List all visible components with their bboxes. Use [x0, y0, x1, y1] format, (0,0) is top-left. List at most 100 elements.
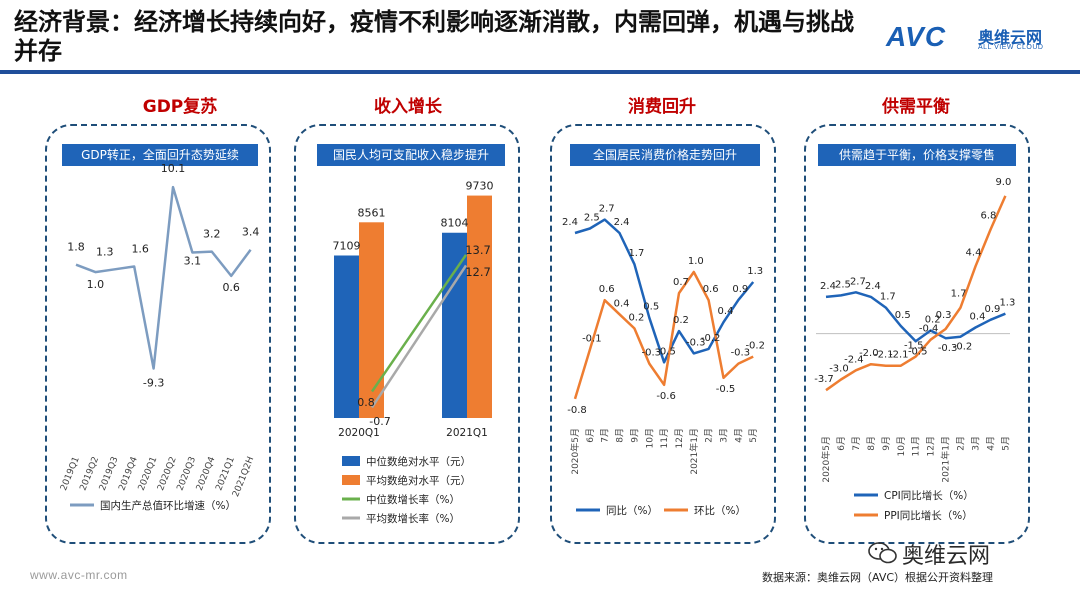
- supply-cpi-label: 2.4: [865, 281, 881, 292]
- consumption-yoy-label: 2.5: [584, 213, 600, 224]
- supply-x-tick: 6月: [836, 436, 847, 451]
- panel-consumption: [550, 124, 776, 544]
- supply-cpi-label: 2.7: [850, 276, 866, 287]
- income-x-tick: 2021Q1: [446, 427, 488, 439]
- income-bar-label: 7109: [333, 239, 361, 252]
- data-source: 数据来源：奥维云网（AVC）根据公开资料整理: [762, 571, 994, 584]
- consumption-mom-label: -0.8: [567, 405, 587, 416]
- consumption-mom-label: 0.4: [614, 298, 630, 309]
- consumption-mom-label: -0.5: [716, 384, 736, 395]
- brand-logo: AVC 奥维云网 ALL VIEW CLOUD: [886, 22, 1066, 56]
- supply-x-tick: 8月: [866, 436, 877, 451]
- gdp-value-label: 3.4: [242, 226, 260, 239]
- consumption-yoy-label: 0.2: [673, 315, 689, 326]
- income-rate-label: -0.7: [369, 415, 390, 428]
- income-bar-label: 8561: [358, 206, 386, 219]
- consumption-yoy-label: 0.4: [718, 306, 734, 317]
- supply-x-tick: 9月: [881, 436, 892, 451]
- supply-x-tick: 4月: [985, 436, 996, 451]
- supply-x-tick: 10月: [896, 436, 907, 456]
- supply-cpi-label: 2.4: [820, 281, 836, 292]
- consumption-yoy-label: -0.5: [656, 346, 676, 357]
- panel-label-consumption: 全国居民消费价格走势回升: [570, 144, 760, 166]
- supply-legend-ppi-label: PPI同比增长（%）: [884, 509, 973, 522]
- income-legend-label: 中位数增长率（%）: [366, 493, 460, 506]
- consumption-x-tick: 3月: [719, 428, 730, 443]
- panel-income: [294, 124, 520, 544]
- consumption-mom-label: -0.3: [731, 348, 751, 359]
- supply-ppi-label: -2.1: [889, 350, 909, 361]
- supply-ppi-label: 9.0: [995, 177, 1011, 188]
- income-legend-label: 中位数绝对水平（元）: [366, 455, 471, 468]
- supply-ppi-label: -3.0: [829, 364, 849, 375]
- consumption-mom-label: 0.6: [703, 284, 719, 295]
- supply-x-tick: 12月: [926, 436, 937, 456]
- consumption-mom-label: -0.1: [582, 334, 602, 345]
- consumption-x-tick: 12月: [674, 428, 685, 448]
- income-bar-label: 8104: [441, 217, 469, 230]
- panel-label-supply: 供需趋于平衡，价格支撑零售: [818, 144, 1016, 166]
- supply-cpi-label: 1.3: [999, 298, 1015, 309]
- income-rate-line: [370, 264, 468, 409]
- consumption-mom-line: [573, 270, 754, 400]
- logo-en-name: ALL VIEW CLOUD: [978, 44, 1044, 51]
- supply-cpi-label: 0.9: [984, 304, 1000, 315]
- supply-ppi-label: 6.8: [980, 211, 996, 222]
- wechat-icon: [868, 542, 897, 564]
- consumption-x-tick: 2月: [704, 428, 715, 443]
- supply-ppi-line: [825, 195, 1007, 392]
- income-legend-swatch: [342, 456, 360, 466]
- consumption-mom-label: -0.6: [656, 391, 676, 402]
- consumption-mom-label: -0.3: [641, 348, 661, 359]
- panel-supply: [804, 124, 1030, 544]
- page-title: 经济背景：经济增长持续向好，疫情不利影响逐渐消散，内需回弹，机遇与挑战并存: [14, 8, 854, 65]
- supply-cpi-label: 0.2: [925, 315, 941, 326]
- supply-ppi-label: -2.1: [874, 350, 894, 361]
- supply-cpi-label: 1.7: [880, 292, 896, 303]
- consumption-x-tick: 6月: [585, 428, 596, 443]
- consumption-mom-label: -0.2: [745, 341, 765, 352]
- consumption-yoy-label: -0.2: [701, 333, 721, 344]
- supply-cpi-line: [825, 291, 1006, 343]
- income-bar-average: [359, 222, 384, 418]
- income-legend-swatch: [342, 475, 360, 485]
- consumption-x-tick: 2020年5月: [569, 428, 581, 475]
- income-bar-average: [467, 195, 492, 418]
- supply-ppi-label: -2.4: [844, 354, 864, 365]
- consumption-yoy-label: 2.4: [562, 217, 578, 228]
- gdp-value-label: 3.2: [203, 228, 221, 241]
- income-rate-label: 13.7: [465, 243, 491, 257]
- consumption-yoy-label: 1.7: [628, 248, 644, 259]
- panel-label-gdp: GDP转正，全面回升态势延续: [62, 144, 258, 166]
- section-heading-income: 收入增长: [374, 97, 442, 117]
- consumption-legend-yoy-label: 同比（%）: [606, 504, 658, 517]
- consumption-yoy-label: 0.9: [732, 284, 748, 295]
- supply-x-tick: 3月: [971, 436, 982, 451]
- panel-gdp: [45, 124, 271, 544]
- consumption-legend-mom-label: 环比（%）: [694, 504, 746, 517]
- consumption-x-tick: 5月: [748, 428, 759, 443]
- supply-ppi-label: -1.5: [904, 341, 924, 352]
- consumption-x-tick: 4月: [733, 428, 744, 443]
- supply-x-tick: 2021年1月: [940, 436, 952, 483]
- supply-legend-cpi-label: CPI同比增长（%）: [884, 489, 974, 502]
- consumption-mom-label: 0.2: [628, 312, 644, 323]
- supply-ppi-label: 1.7: [951, 289, 967, 300]
- consumption-x-tick: 9月: [629, 428, 640, 443]
- consumption-mom-label: 0.6: [599, 284, 615, 295]
- consumption-yoy-label: -0.3: [686, 337, 706, 348]
- income-rate-label: 12.7: [465, 265, 491, 279]
- supply-x-tick: 11月: [911, 436, 922, 456]
- consumption-yoy-label: 2.4: [614, 217, 630, 228]
- income-rate-label: 0.8: [357, 396, 375, 409]
- gdp-value-label: 1.0: [87, 278, 105, 291]
- header-rule: [0, 70, 1080, 74]
- gdp-value-label: -9.3: [143, 376, 164, 389]
- footer-url: www.avc-mr.com: [30, 568, 128, 582]
- gdp-value-label: 1.3: [96, 245, 114, 258]
- consumption-mom-label: 0.7: [673, 277, 689, 288]
- supply-cpi-label: 2.5: [835, 279, 851, 290]
- income-bar-median: [442, 232, 467, 418]
- supply-ppi-label: -2.0: [859, 348, 879, 359]
- gdp-line: [75, 185, 252, 370]
